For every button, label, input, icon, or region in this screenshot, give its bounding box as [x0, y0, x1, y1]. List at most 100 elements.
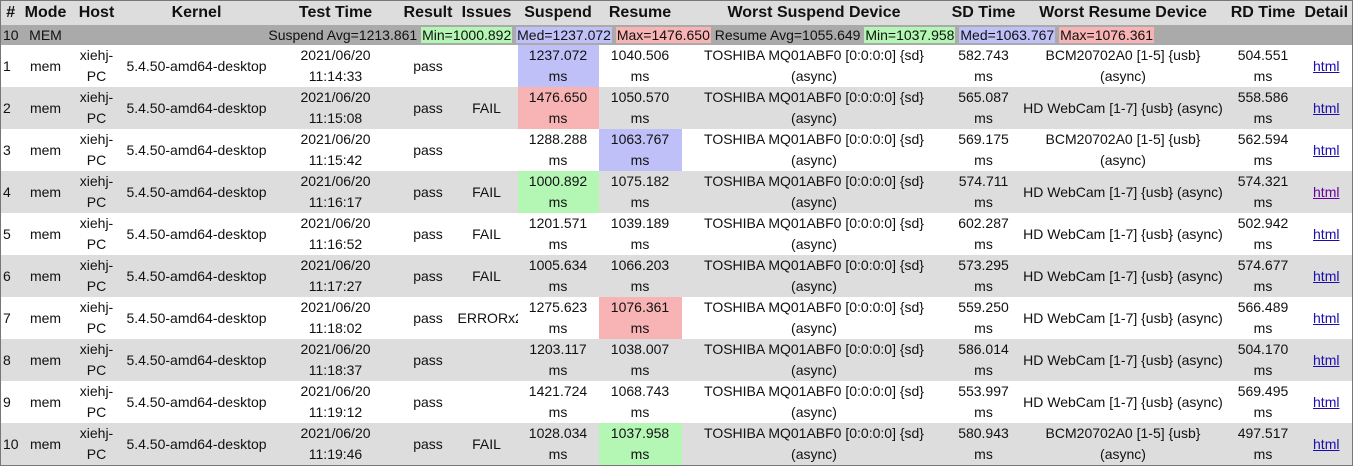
detail-link[interactable]: html [1313, 393, 1340, 410]
result: pass [413, 393, 443, 410]
result: pass [413, 57, 443, 74]
index: 8 [0, 339, 21, 381]
mode: mem [29, 225, 62, 242]
column-header: RD Time [1225, 0, 1301, 25]
issues: FAIL [455, 423, 518, 466]
result-row: 10 mem xiehj-PC 5.4.50-amd64-desktop 2021/06… [0, 423, 1353, 466]
resume: 1063.767 ms [598, 129, 682, 171]
resume: 1040.506 ms [610, 47, 670, 84]
summary-stat: Max=1476.650 [615, 27, 711, 43]
rd-time: 566.489 ms [1237, 299, 1289, 336]
result: pass [413, 309, 443, 326]
column-header: Suspend [517, 0, 599, 25]
sd-time: 602.287 ms [958, 215, 1009, 252]
kernel: 5.4.50-amd64-desktop [126, 393, 267, 410]
worst-suspend-device: TOSHIBA MQ01ABF0 [0:0:0:0] {sd} (async) [704, 131, 924, 168]
issues: ERRORx2 [457, 309, 518, 326]
kernel: 5.4.50-amd64-desktop [122, 423, 271, 466]
suspend: 1000.892 ms [517, 171, 599, 213]
worst-suspend-device: TOSHIBA MQ01ABF0 [0:0:0:0] {sd} (async) [704, 215, 924, 252]
result: pass [400, 339, 456, 381]
sd-time: 553.997 ms [958, 383, 1009, 420]
host: xiehj-PC [70, 255, 123, 297]
rd-time: 574.321 ms [1225, 171, 1301, 213]
detail-link[interactable]: html [1313, 225, 1340, 242]
detail-link[interactable]: html [1313, 141, 1340, 158]
summary-stat: Min=1037.958 [864, 27, 956, 43]
issues [456, 129, 518, 171]
index: 7 [3, 309, 11, 326]
worst-resume-device: HD WebCam [1-7] {usb} (async) [1020, 255, 1226, 297]
index: 2 [0, 87, 21, 129]
mode: mem [29, 309, 62, 326]
test-time: 2021/06/20 11:18:37 [270, 339, 401, 381]
result: pass [400, 171, 456, 213]
detail: html [1300, 255, 1353, 297]
test-time: 2021/06/20 11:16:52 [300, 215, 371, 252]
detail-link[interactable]: html [1313, 183, 1340, 200]
suspend: 1288.288 ms [528, 131, 588, 168]
index: 6 [0, 255, 21, 297]
kernel: 5.4.50-amd64-desktop [122, 171, 271, 213]
worst-resume-device: HD WebCam [1-7] {usb} (async) [1020, 339, 1226, 381]
worst-resume-device: HD WebCam [1-7] {usb} (async) [1023, 309, 1223, 326]
mode: mem [20, 423, 71, 466]
index: 1 [3, 57, 11, 74]
worst-resume-device: HD WebCam [1-7] {usb} (async) [1020, 171, 1226, 213]
summary-stat: Resume Avg=1055.649 [714, 27, 861, 43]
test-time: 2021/06/20 11:15:08 [270, 87, 401, 129]
index: 10 [0, 423, 21, 466]
result: pass [413, 141, 443, 158]
column-header: Detail [1300, 0, 1353, 25]
kernel: 5.4.50-amd64-desktop [126, 309, 267, 326]
result-row: 7 mem xiehj-PC 5.4.50-amd64-desktop 2021/06/… [1, 297, 1353, 339]
host: xiehj-PC [79, 215, 114, 252]
rd-time: 562.594 ms [1237, 131, 1289, 168]
table-body: 10 MEM Suspend Avg=1213.861 Min=1000.892 M… [0, 25, 1353, 466]
rd-time: 504.551 ms [1237, 47, 1289, 84]
mode: mem [29, 57, 62, 74]
mode: mem [20, 339, 71, 381]
detail: html [1301, 213, 1353, 255]
detail-link[interactable]: html [1313, 57, 1340, 74]
detail-link[interactable]: html [1313, 267, 1340, 284]
host: xiehj-PC [79, 131, 114, 168]
result-row: 1 mem xiehj-PC 5.4.50-amd64-desktop 2021/06/… [1, 45, 1353, 87]
mode: mem [20, 87, 71, 129]
column-header: Resume [598, 0, 682, 25]
detail: html [1300, 339, 1353, 381]
column-header: Issues [455, 0, 518, 25]
detail-link[interactable]: html [1313, 351, 1340, 368]
sd-time: 565.087 ms [946, 87, 1021, 129]
detail: html [1300, 171, 1353, 213]
detail: html [1300, 423, 1353, 466]
rd-time: 502.942 ms [1237, 215, 1289, 252]
result-row: 4 mem xiehj-PC 5.4.50-amd64-desktop 2021/06/… [0, 171, 1353, 213]
column-header: Kernel [122, 0, 271, 25]
suspend: 1028.034 ms [517, 423, 599, 466]
suspend: 1203.117 ms [517, 339, 599, 381]
summary-count: 10 [0, 25, 21, 45]
test-time: 2021/06/20 11:17:27 [270, 255, 401, 297]
suspend: 1476.650 ms [517, 87, 599, 129]
detail-link[interactable]: html [1313, 309, 1340, 326]
suspend: 1201.571 ms [528, 215, 588, 252]
issues: FAIL [472, 225, 501, 242]
host: xiehj-PC [79, 47, 114, 84]
resume: 1050.570 ms [598, 87, 682, 129]
detail-link[interactable]: html [1313, 435, 1340, 452]
index: 9 [3, 393, 11, 410]
resume: 1076.361 ms [598, 297, 682, 339]
detail-link[interactable]: html [1313, 99, 1340, 116]
worst-suspend-device: TOSHIBA MQ01ABF0 [0:0:0:0] {sd} (async) [704, 383, 924, 420]
resume: 1038.007 ms [598, 339, 682, 381]
test-time: 2021/06/20 11:18:02 [300, 299, 371, 336]
host: xiehj-PC [70, 87, 123, 129]
column-header: Worst Resume Device [1020, 0, 1226, 25]
issues [456, 381, 518, 423]
result-row: 8 mem xiehj-PC 5.4.50-amd64-desktop 2021/06/… [0, 339, 1353, 381]
test-time: 2021/06/20 11:15:42 [300, 131, 371, 168]
summary-stat: Max=1076.361 [1059, 27, 1155, 43]
issues [456, 45, 518, 87]
worst-suspend-device: TOSHIBA MQ01ABF0 [0:0:0:0] {sd} (async) [681, 87, 947, 129]
